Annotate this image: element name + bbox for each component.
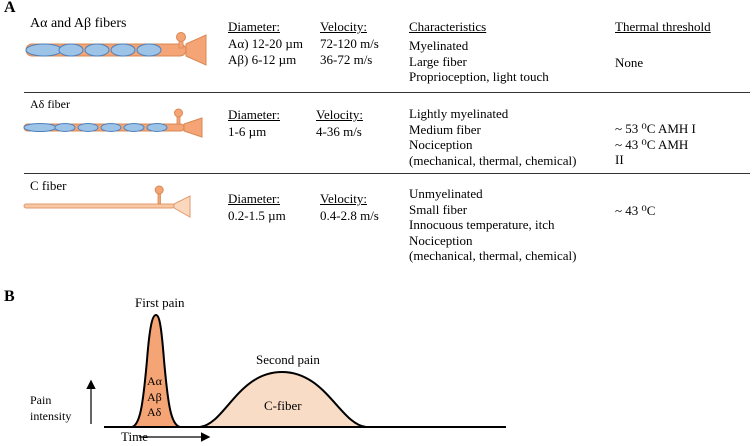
velocity-value: 36-72 m/s [320, 51, 373, 67]
threshold-item: II [615, 152, 624, 167]
first-peak-fiber-labels: Aα Aβ Aδ [147, 374, 162, 421]
diameter-value: 0.2-1.5 µm [228, 208, 286, 223]
lightly-myelinated-fiber-icon [23, 108, 203, 138]
velocity-values-row3: 0.4-2.8 m/s [320, 208, 379, 224]
velocity-values-row2: 4-36 m/s [316, 124, 362, 140]
thermal-threshold-row1: None [615, 55, 643, 71]
peak-label-a-delta: Aδ [147, 405, 162, 419]
diameter-label-row1: Diameter: [228, 19, 280, 34]
characteristics-row1: Myelinated Large fiber Proprioception, l… [409, 38, 549, 85]
characteristics-header: Characteristics [409, 19, 487, 34]
characteristic-item: Lightly myelinated [409, 106, 509, 121]
diameter-value: 1-6 µm [228, 124, 267, 139]
diameter-values-row2: 1-6 µm [228, 124, 266, 140]
diameter-value: Aβ) 6-12 µm [228, 51, 297, 67]
fiber-name-a-alpha-beta: Aα and Aβ fibers [30, 16, 127, 31]
diameter-values-row3: 0.2-1.5 µm [228, 208, 286, 224]
characteristics-row3: Unmyelinated Small fiber Innocuous tempe… [409, 186, 576, 264]
characteristic-item: Proprioception, light touch [409, 69, 549, 84]
characteristic-item: Small fiber [409, 201, 468, 217]
diameter-values-row1: Aα) 12-20 µm Aβ) 6-12 µm [228, 36, 303, 67]
characteristic-item: Nociception [409, 232, 473, 248]
row-divider [24, 173, 750, 174]
threshold-item: ~ 43 ⁰C AMH [615, 136, 689, 152]
thermal-threshold-row2: ~ 53 ⁰C AMH I ~ 43 ⁰C AMH II [615, 121, 696, 168]
thermal-threshold-header: Thermal threshold [615, 19, 711, 34]
characteristic-item: Large fiber [409, 53, 467, 69]
fiber-name-a-delta: Aδ fiber [30, 97, 70, 111]
c-fiber-peak-label: C-fiber [264, 398, 302, 413]
x-axis-label: Time [121, 429, 148, 444]
velocity-value: 4-36 m/s [316, 124, 362, 139]
first-pain-label: First pain [135, 295, 185, 310]
y-axis-label-line: Pain [30, 393, 52, 407]
threshold-item: ~ 43 ⁰C [615, 203, 656, 218]
diameter-value: Aα) 12-20 µm [228, 36, 303, 51]
y-axis-label: Pain intensity [30, 393, 71, 424]
threshold-item: None [615, 55, 644, 70]
diameter-label-row2: Diameter: [228, 107, 280, 122]
characteristic-item: (mechanical, thermal, chemical) [409, 152, 577, 168]
first-pain-peak [131, 313, 181, 428]
velocity-value: 0.4-2.8 m/s [320, 208, 379, 223]
myelinated-large-fiber-icon [25, 32, 207, 66]
panel-a-label: A [4, 0, 16, 16]
characteristic-item: Nociception [409, 137, 473, 152]
characteristic-item: Medium fiber [409, 121, 481, 137]
pain-time-course-diagram [86, 313, 506, 442]
fiber-name-c: C fiber [30, 178, 67, 193]
velocity-values-row1: 72-120 m/s 36-72 m/s [320, 36, 379, 67]
velocity-value: 72-120 m/s [320, 36, 379, 51]
characteristics-row2: Lightly myelinated Medium fiber Nocicept… [409, 106, 576, 168]
peak-label-a-beta: Aβ [147, 389, 162, 404]
y-axis-label-line: intensity [30, 408, 72, 423]
second-pain-label: Second pain [256, 352, 320, 367]
characteristic-item: Unmyelinated [409, 186, 483, 201]
second-pain-wave [199, 370, 367, 428]
diameter-label-row3: Diameter: [228, 191, 280, 206]
row-divider [24, 92, 750, 93]
characteristic-item: Innocuous temperature, itch [409, 217, 555, 232]
thermal-threshold-row3: ~ 43 ⁰C [615, 203, 655, 219]
characteristic-item: Myelinated [409, 38, 469, 53]
unmyelinated-fiber-icon [23, 185, 191, 218]
velocity-label-row3: Velocity: [320, 191, 367, 206]
velocity-label-row2: Velocity: [316, 107, 363, 122]
panel-b-label: B [4, 288, 15, 305]
threshold-item: ~ 53 ⁰C AMH I [615, 121, 696, 136]
characteristic-item: (mechanical, thermal, chemical) [409, 248, 577, 263]
peak-label-a-alpha: Aα [147, 374, 162, 388]
velocity-label-row1: Velocity: [320, 19, 367, 34]
